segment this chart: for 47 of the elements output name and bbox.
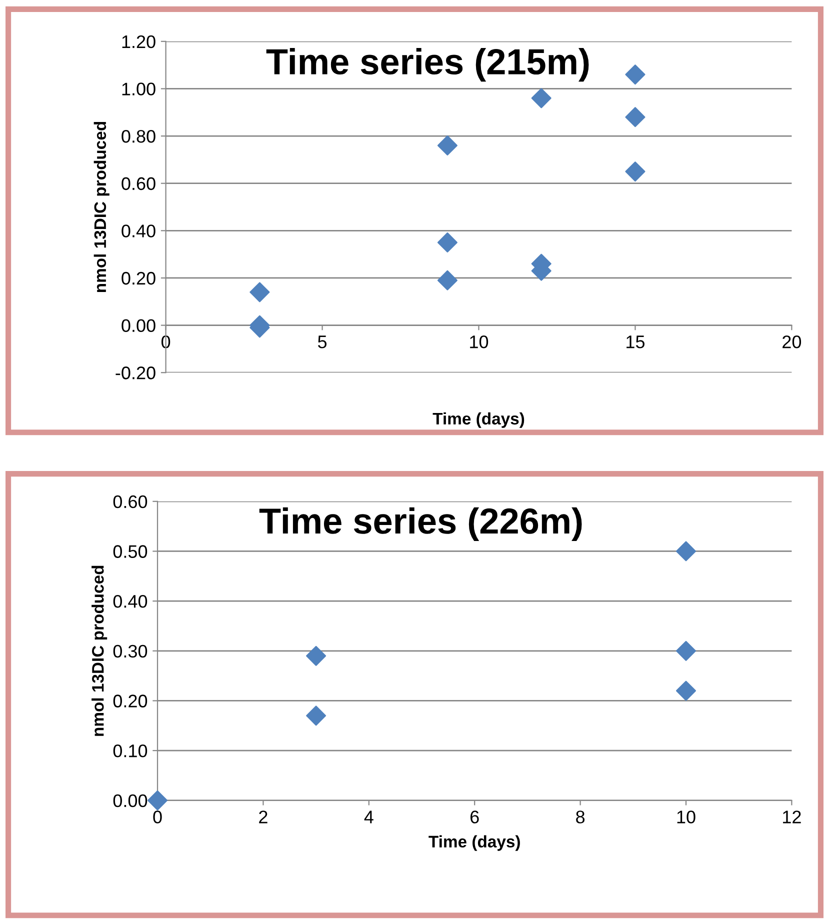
y-tick-label: 0.60 (122, 177, 156, 190)
x-axis-title: Time (days) (432, 412, 524, 428)
y-tick-label: 0.40 (122, 224, 156, 238)
x-tick-label: 15 (626, 336, 645, 348)
x-tick-label: 4 (364, 810, 374, 824)
x-tick-label: 5 (318, 336, 327, 348)
y-tick-label: 0.00 (122, 319, 156, 332)
x-tick-label: 8 (576, 810, 585, 824)
point (437, 232, 458, 252)
point (437, 135, 458, 156)
x-tick-label: 10 (470, 335, 488, 348)
x-tick-label: 20 (782, 335, 802, 348)
y-tick-label: -0.20 (116, 366, 156, 380)
y-tick-label: 0.60 (113, 495, 148, 508)
x-tick-label: 12 (783, 810, 801, 824)
y-tick-label: 0.50 (113, 545, 148, 558)
point (676, 541, 696, 562)
y-tick-label: 1.20 (122, 35, 156, 48)
y-tick-label: 1.00 (122, 82, 156, 96)
y-axis-title: nmol 13DIC produced (92, 566, 108, 736)
point (306, 706, 326, 726)
point (625, 162, 646, 182)
x-tick-label: 2 (259, 810, 268, 824)
y-tick-label: 0.30 (113, 644, 148, 658)
y-tick-label: 0.80 (122, 130, 156, 143)
x-tick-label: 10 (677, 810, 696, 824)
x-tick-label: 0 (161, 335, 170, 348)
point (306, 646, 326, 666)
x-tick-label: 0 (153, 810, 162, 824)
x-tick-label: 6 (470, 810, 479, 824)
point (676, 640, 696, 661)
point (625, 107, 646, 128)
point (676, 680, 696, 701)
y-axis-title: nmol 13DIC produced (94, 122, 110, 292)
point (531, 88, 552, 108)
point (250, 282, 270, 302)
chart-title: Time series (226m) (259, 507, 582, 542)
chart-title: Time series (215m) (266, 48, 589, 82)
y-tick-label: 0.40 (113, 595, 148, 608)
point (148, 790, 168, 810)
y-tick-label: 0.10 (113, 744, 148, 758)
y-tick-label: 0.20 (113, 694, 148, 708)
x-axis-title: Time (days) (428, 835, 520, 851)
point (437, 270, 458, 290)
y-tick-label: 0.00 (113, 794, 148, 808)
point (625, 64, 646, 85)
y-tick-label: 0.20 (122, 272, 156, 285)
